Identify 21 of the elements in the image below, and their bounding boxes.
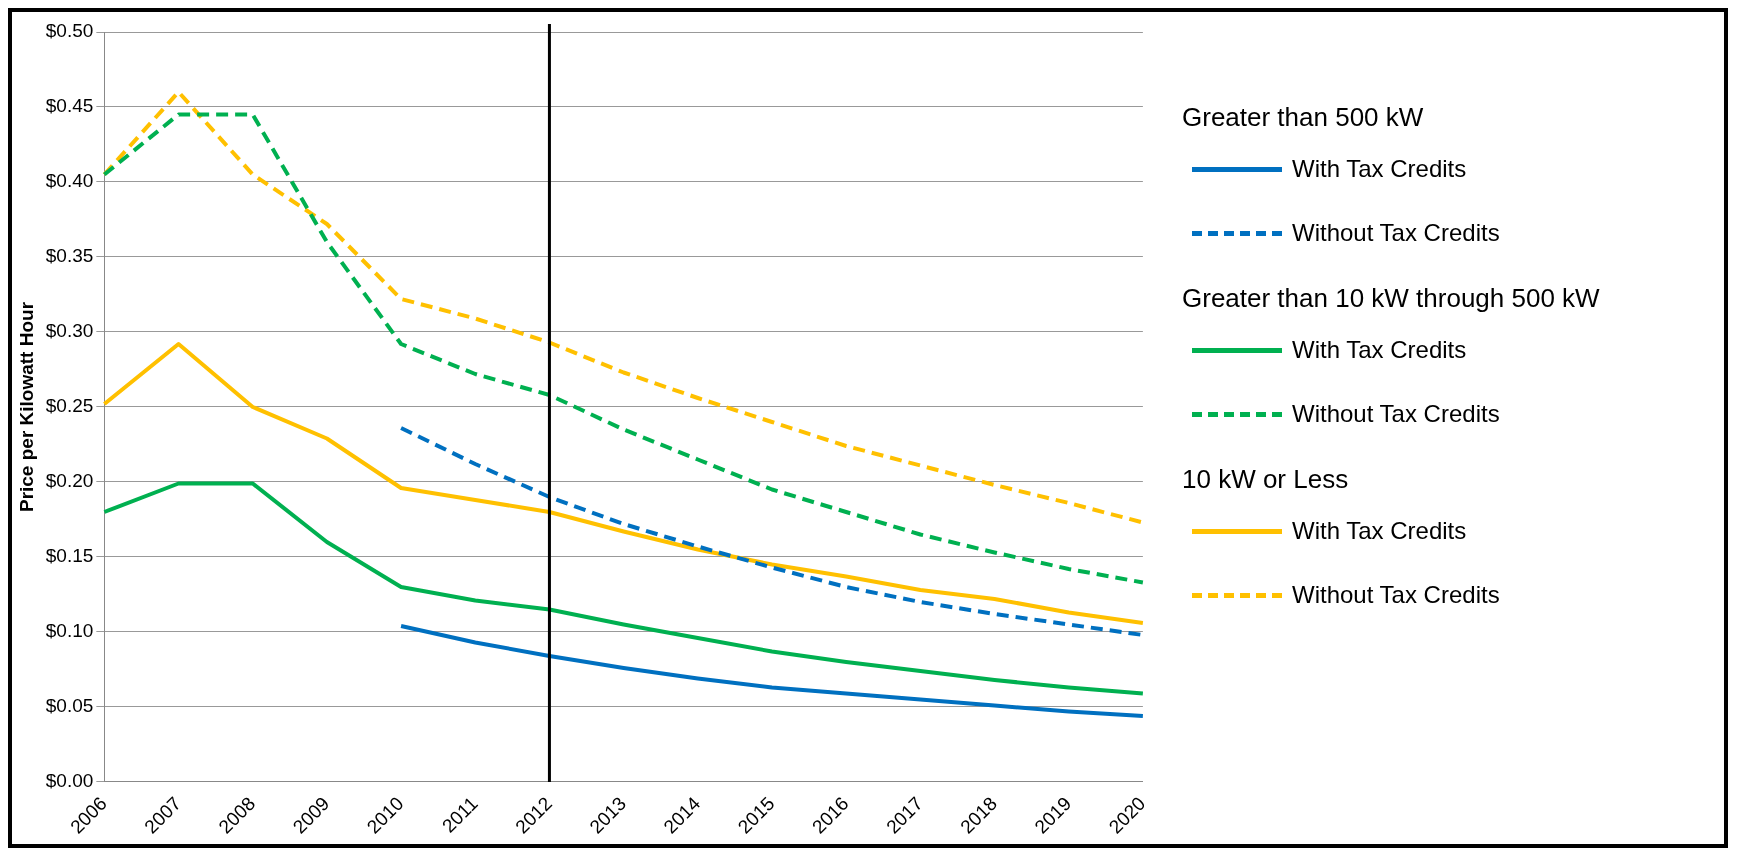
y-tick-label: $0.20 <box>45 470 94 492</box>
y-tick-label: $0.50 <box>45 20 94 42</box>
text: 10 kW or Less <box>1182 464 1350 495</box>
y-tick-label: $0.25 <box>45 395 94 417</box>
y-tick-label: $0.10 <box>45 620 94 642</box>
y-axis-title: Price per Kilowatt Hour <box>15 301 37 513</box>
legend-label: With Tax Credits <box>1292 517 1467 545</box>
y-tick-label: $0.45 <box>45 95 94 117</box>
y-tick-label: $0.15 <box>45 545 94 567</box>
legend-label: With Tax Credits <box>1292 336 1467 364</box>
y-tick-label: $0.00 <box>45 770 94 792</box>
legend-label: Without Tax Credits <box>1292 400 1500 428</box>
y-tick-label: $0.05 <box>45 695 94 717</box>
legend-label: Without Tax Credits <box>1292 581 1500 609</box>
y-tick-label: $0.35 <box>45 245 94 267</box>
text: Greater than 10 kW through 500 kW <box>1182 283 1600 314</box>
text: Greater than 500 kW <box>1182 102 1425 133</box>
y-tick-label: $0.30 <box>45 320 94 342</box>
legend-label: Without Tax Credits <box>1292 219 1500 247</box>
legend-label: With Tax Credits <box>1292 155 1467 183</box>
y-tick-label: $0.40 <box>45 170 94 192</box>
